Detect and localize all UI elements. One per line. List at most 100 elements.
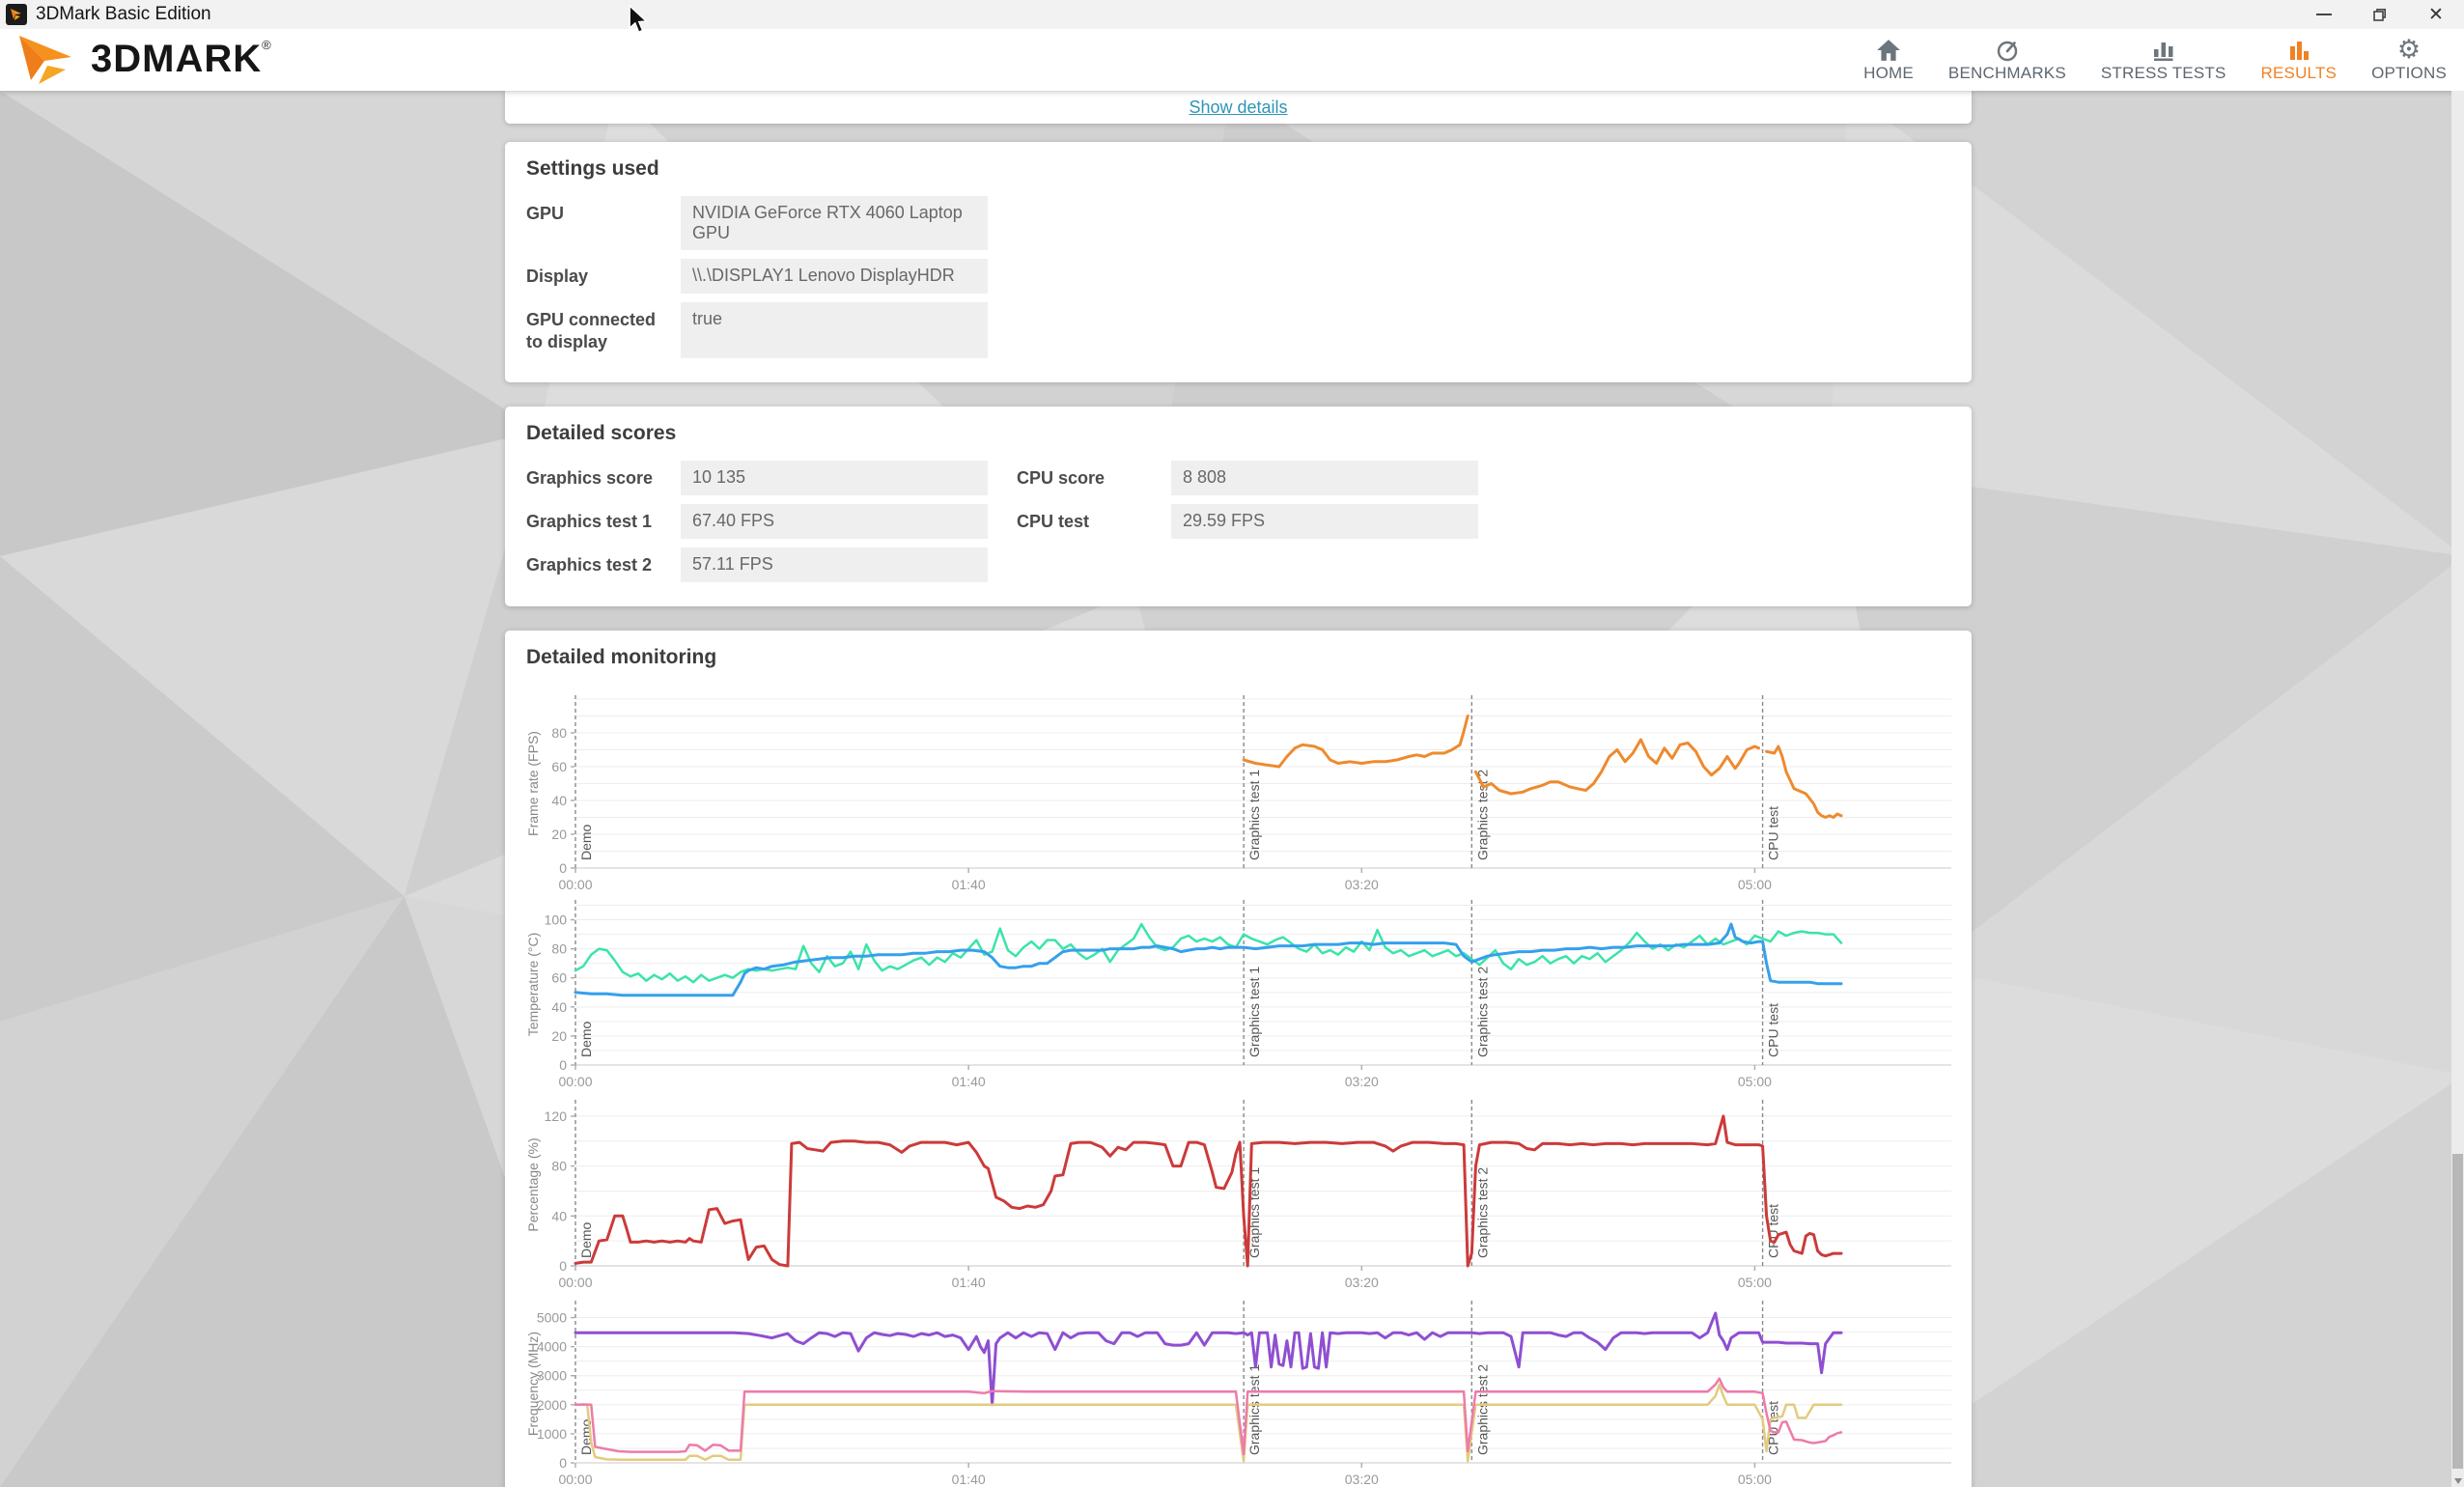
svg-text:Graphics test 2: Graphics test 2 bbox=[1474, 770, 1490, 860]
svg-text:5000: 5000 bbox=[537, 1310, 567, 1326]
scores-row-value: 67.40 FPS bbox=[681, 504, 988, 539]
svg-text:120: 120 bbox=[545, 1108, 568, 1124]
minimize-icon bbox=[2316, 14, 2332, 15]
svg-text:60: 60 bbox=[551, 759, 567, 774]
svg-text:Frequency (MHz): Frequency (MHz) bbox=[526, 1332, 541, 1436]
settings-used-title: Settings used bbox=[526, 157, 659, 180]
svg-text:03:20: 03:20 bbox=[1345, 1074, 1379, 1089]
svg-text:80: 80 bbox=[551, 941, 567, 957]
scores-row-value: 10 135 bbox=[681, 461, 988, 495]
svg-text:01:40: 01:40 bbox=[952, 1472, 986, 1487]
scrollbar-thumb[interactable] bbox=[2452, 1154, 2463, 1469]
svg-text:0: 0 bbox=[559, 1057, 567, 1073]
window-title: 3DMark Basic Edition bbox=[36, 4, 211, 24]
home-icon bbox=[1876, 37, 1901, 62]
svg-text:2000: 2000 bbox=[537, 1397, 567, 1413]
svg-text:1000: 1000 bbox=[537, 1426, 567, 1442]
svg-text:CPU test: CPU test bbox=[1766, 1003, 1781, 1057]
svg-text:Demo: Demo bbox=[578, 824, 594, 860]
close-icon: ✕ bbox=[2428, 4, 2444, 25]
svg-text:3000: 3000 bbox=[537, 1368, 567, 1384]
nav-item-label: STRESS TESTS bbox=[2100, 64, 2226, 82]
settings-row: GPU connected to display true bbox=[526, 302, 1950, 358]
svg-text:40: 40 bbox=[551, 793, 567, 808]
logo-text: 3DMARK bbox=[91, 38, 263, 80]
3dmark-arrow-icon bbox=[19, 36, 71, 84]
nav-item-label: RESULTS bbox=[2260, 64, 2338, 82]
scrollbar-down-arrow-icon[interactable] bbox=[2454, 1478, 2462, 1484]
svg-text:Graphics test 1: Graphics test 1 bbox=[1246, 770, 1262, 860]
settings-row: GPU NVIDIA GeForce RTX 4060 Laptop GPU bbox=[526, 196, 1950, 250]
detailed-scores-panel: Detailed scores Graphics score 10 135 Grap… bbox=[505, 407, 1972, 606]
content-scroll-area: Show details Settings used GPU NVIDIA GeF… bbox=[0, 91, 2464, 1487]
svg-text:80: 80 bbox=[551, 1159, 567, 1174]
nav-item-home[interactable]: HOME bbox=[1863, 37, 1914, 83]
restore-button[interactable] bbox=[2352, 0, 2408, 29]
3dmark-logo: 3DMARK ® bbox=[15, 34, 271, 86]
settings-row-value: NVIDIA GeForce RTX 4060 Laptop GPU bbox=[681, 196, 988, 250]
svg-text:00:00: 00:00 bbox=[558, 1275, 592, 1290]
svg-text:4000: 4000 bbox=[537, 1339, 567, 1355]
scores-row: Graphics test 2 57.11 FPS bbox=[526, 547, 1017, 582]
gauge-icon bbox=[1995, 37, 2020, 62]
svg-text:Graphics test 1: Graphics test 1 bbox=[1246, 1364, 1262, 1455]
nav-item-label: HOME bbox=[1863, 64, 1914, 82]
settings-row-value: true bbox=[681, 302, 988, 358]
svg-text:40: 40 bbox=[551, 1208, 567, 1223]
nav-item-label: BENCHMARKS bbox=[1947, 64, 2066, 82]
scores-row-value: 57.11 FPS bbox=[681, 547, 988, 582]
nav-item-stress-tests[interactable]: STRESS TESTS bbox=[2101, 37, 2226, 83]
svg-text:100: 100 bbox=[545, 912, 568, 928]
svg-text:00:00: 00:00 bbox=[558, 877, 592, 889]
vertical-scrollbar[interactable] bbox=[2451, 91, 2464, 1487]
restore-icon bbox=[2373, 9, 2386, 21]
result-summary-panel-bottom: Show details bbox=[505, 91, 1972, 124]
svg-text:Graphics test 2: Graphics test 2 bbox=[1474, 1167, 1490, 1258]
svg-text:03:20: 03:20 bbox=[1345, 1472, 1379, 1487]
scores-row-label: CPU score bbox=[1017, 468, 1106, 488]
settings-row-label: GPU connected to display bbox=[526, 310, 657, 352]
svg-text:00:00: 00:00 bbox=[558, 1074, 592, 1089]
scores-row-value: 8 808 bbox=[1171, 461, 1478, 495]
app-window-icon bbox=[6, 4, 27, 25]
svg-text:03:20: 03:20 bbox=[1345, 877, 1379, 889]
registered-mark: ® bbox=[262, 38, 271, 52]
svg-text:05:00: 05:00 bbox=[1738, 1275, 1772, 1290]
bars-icon bbox=[2151, 37, 2176, 62]
svg-text:01:40: 01:40 bbox=[952, 1275, 986, 1290]
scores-row: Graphics test 1 67.40 FPS bbox=[526, 504, 1017, 539]
svg-text:Frame rate (FPS): Frame rate (FPS) bbox=[526, 731, 541, 836]
chart-temperature-c: 0 20 40 60 80 100 00:00 01:40 03:20 05:00 Demo Grap… bbox=[526, 900, 1951, 1089]
scores-row-value: 29.59 FPS bbox=[1171, 504, 1478, 539]
main-nav: HOME BENCHMARKS STRESS TESTS RESULTS ⚙ OPTION… bbox=[1863, 37, 2447, 83]
nav-item-results[interactable]: RESULTS bbox=[2261, 37, 2338, 83]
app-header: 3DMARK ® HOME BENCHMARKS STRESS TESTS RESUL… bbox=[0, 29, 2464, 91]
svg-text:05:00: 05:00 bbox=[1738, 1074, 1772, 1089]
window-titlebar: 3DMark Basic Edition ✕ bbox=[0, 0, 2464, 29]
nav-item-options[interactable]: ⚙ OPTIONS bbox=[2371, 37, 2447, 83]
show-details-link[interactable]: Show details bbox=[1189, 97, 1288, 117]
scores-row-label: Graphics test 1 bbox=[526, 512, 653, 531]
svg-text:05:00: 05:00 bbox=[1738, 877, 1772, 889]
svg-text:20: 20 bbox=[551, 827, 567, 842]
detailed-monitoring-title: Detailed monitoring bbox=[526, 646, 717, 668]
scores-row: CPU score 8 808 bbox=[1017, 461, 1499, 495]
scores-row: Graphics score 10 135 bbox=[526, 461, 1017, 495]
svg-text:00:00: 00:00 bbox=[558, 1472, 592, 1487]
svg-text:0: 0 bbox=[559, 860, 567, 876]
chart-percentage: 0 40 80 120 00:00 01:40 03:20 05:00 Demo Graphics… bbox=[526, 1100, 1951, 1290]
scores-row: CPU test 29.59 FPS bbox=[1017, 504, 1499, 539]
scores-row-label: Graphics test 2 bbox=[526, 555, 653, 575]
minimize-button[interactable] bbox=[2296, 0, 2352, 29]
svg-text:Demo: Demo bbox=[578, 1221, 594, 1258]
svg-text:CPU test: CPU test bbox=[1766, 806, 1781, 860]
nav-item-label: OPTIONS bbox=[2371, 64, 2447, 82]
svg-text:Temperature (°C): Temperature (°C) bbox=[526, 933, 541, 1037]
nav-item-benchmarks[interactable]: BENCHMARKS bbox=[1948, 37, 2066, 83]
svg-text:40: 40 bbox=[551, 999, 567, 1015]
svg-text:0: 0 bbox=[559, 1455, 567, 1471]
scores-row-label: CPU test bbox=[1017, 512, 1090, 531]
svg-text:Percentage (%): Percentage (%) bbox=[526, 1137, 541, 1231]
close-button[interactable]: ✕ bbox=[2408, 0, 2464, 29]
svg-text:01:40: 01:40 bbox=[952, 1074, 986, 1089]
